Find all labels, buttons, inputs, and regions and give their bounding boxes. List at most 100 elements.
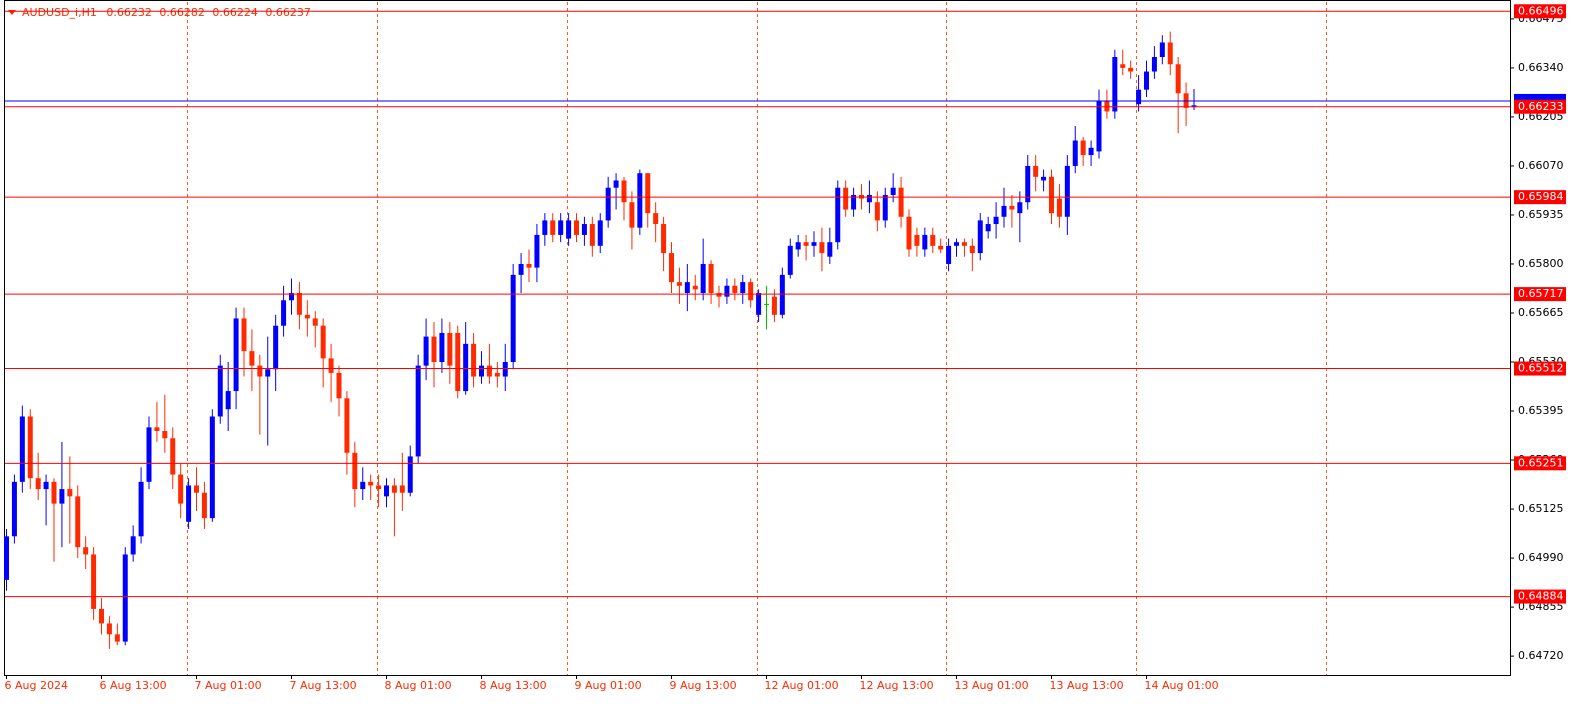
x-tick-label: 13 Aug 01:00	[955, 679, 1029, 692]
chart-title: AUDUSD_i,H1 0.66232 0.66282 0.66224 0.66…	[22, 6, 311, 19]
candle-body	[906, 216, 912, 250]
candle-body	[35, 478, 41, 490]
candle-body	[676, 282, 682, 286]
candle-body	[1151, 57, 1157, 72]
candle-body	[629, 202, 635, 228]
candle-body	[613, 180, 619, 188]
x-tick-label: 7 Aug 01:00	[195, 679, 262, 692]
candle-body	[304, 314, 310, 319]
candle-body	[352, 452, 358, 490]
candle-body	[589, 224, 595, 246]
candle-body	[1033, 165, 1039, 177]
candle-body	[162, 430, 168, 439]
candle-body	[890, 187, 896, 195]
candle-body	[225, 391, 231, 410]
candle-body	[732, 285, 738, 294]
candle-body	[376, 485, 382, 490]
x-tick-label: 6 Aug 13:00	[100, 679, 167, 692]
candle-body	[328, 358, 334, 373]
candle-body	[914, 234, 920, 246]
level-box	[1514, 589, 1566, 604]
candle-body	[843, 187, 849, 210]
candle-body	[51, 481, 57, 504]
candle-body	[99, 608, 104, 624]
candle-body	[439, 332, 445, 363]
candle-body	[384, 485, 389, 497]
y-tick-label: 0.66070	[1518, 159, 1564, 172]
candle-body	[423, 336, 429, 366]
candle-body	[827, 242, 833, 257]
candle-body	[787, 245, 793, 275]
candle-body	[1025, 165, 1031, 203]
candle-body	[486, 365, 492, 377]
close-info: 0.66237	[265, 6, 311, 19]
level-box	[1514, 190, 1566, 205]
candle-body	[1175, 64, 1181, 94]
candle-body	[866, 194, 872, 203]
candle-body	[645, 173, 651, 214]
candle-body	[273, 325, 279, 370]
candle-body	[771, 296, 777, 315]
candle-body	[1064, 165, 1070, 217]
x-tick-label: 14 Aug 01:00	[1145, 679, 1219, 692]
candle-body	[969, 245, 975, 254]
candle-body	[748, 282, 754, 301]
candle-body	[1072, 140, 1078, 166]
candle-body	[1128, 67, 1134, 72]
candle-body	[1136, 89, 1142, 105]
plot-frame	[4, 0, 1511, 676]
candle-body	[526, 263, 532, 268]
time-grid	[187, 2, 1327, 675]
candle-body	[930, 234, 936, 246]
candle-body	[740, 282, 746, 294]
candle-body	[502, 362, 508, 377]
level-box	[1514, 456, 1566, 471]
y-tick-label: 0.65935	[1518, 208, 1564, 221]
candle-body	[938, 245, 944, 250]
candle-body	[724, 285, 730, 297]
level-box	[1514, 99, 1566, 114]
candle-body	[479, 365, 484, 377]
x-tick-label: 8 Aug 13:00	[480, 679, 547, 692]
candle-body	[407, 456, 413, 493]
level-label: 0.65984	[1518, 190, 1564, 203]
candle-body	[1144, 71, 1149, 90]
candle-body	[281, 300, 287, 326]
candle-body	[1096, 100, 1102, 152]
candle-body	[1191, 105, 1197, 108]
candle-body	[201, 492, 207, 519]
y-tick-label: 0.64720	[1518, 649, 1564, 662]
candle-body	[946, 245, 952, 264]
candle-body	[178, 474, 184, 504]
level-label: 0.65717	[1518, 287, 1564, 300]
candle-body	[463, 343, 469, 392]
candle-body	[795, 242, 801, 250]
level-label: 0.66233	[1518, 100, 1564, 113]
candle-body	[471, 343, 477, 377]
candle-body	[138, 481, 144, 537]
candle-body	[764, 303, 769, 305]
candle-body	[534, 234, 540, 268]
candle-body	[122, 554, 128, 642]
candle-body	[241, 318, 247, 352]
y-tick-label: 0.64990	[1518, 551, 1564, 564]
candle-body	[1167, 42, 1173, 65]
candle-body	[716, 293, 722, 297]
candle-body	[447, 332, 453, 366]
low-info: 0.66224	[212, 6, 258, 19]
level-label: 0.64884	[1518, 590, 1564, 603]
candle-body	[1009, 205, 1015, 210]
candle-body	[296, 293, 302, 315]
y-tick-label: 0.65125	[1518, 502, 1564, 515]
high-info: 0.66282	[159, 6, 205, 19]
candle-body	[67, 489, 73, 497]
candle-body	[233, 318, 239, 392]
candle-body	[130, 536, 136, 555]
candle-body	[4, 536, 9, 580]
candle-body	[431, 336, 437, 363]
candle-body	[336, 372, 342, 399]
candle-body	[19, 416, 25, 482]
y-tick-label: 0.66340	[1518, 61, 1564, 74]
candle-body	[558, 220, 564, 235]
